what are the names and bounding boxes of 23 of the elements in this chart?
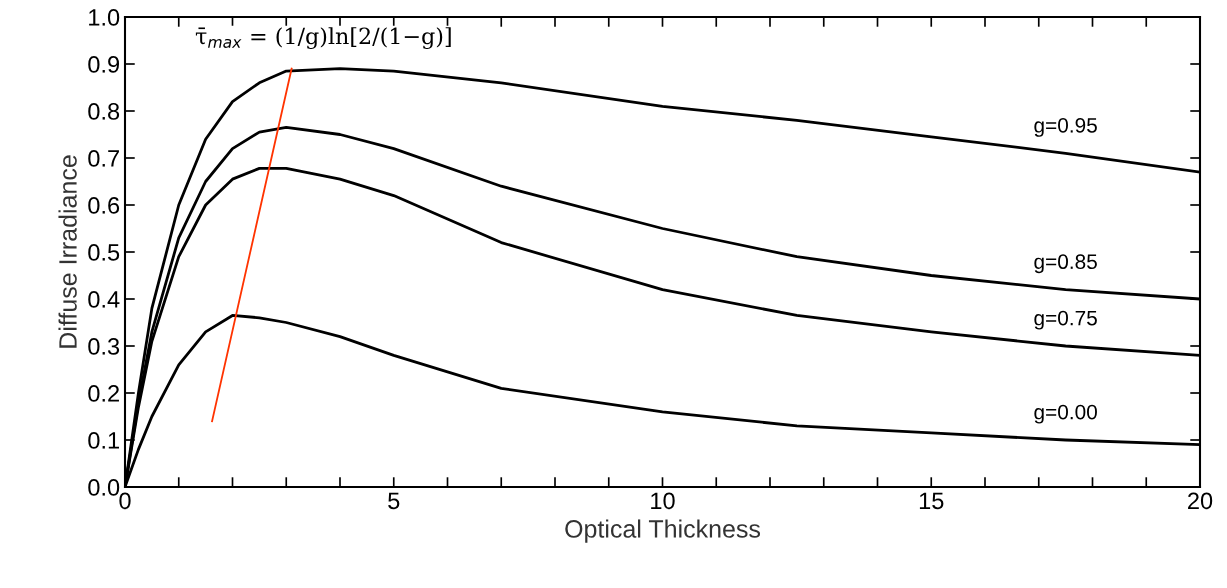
y-tick-label: 1.0 — [89, 9, 120, 26]
series-label: g=0.95 — [1034, 117, 1097, 137]
y-axis-title: Diffuse Irradiance — [58, 155, 77, 348]
x-tick-label: 0 — [119, 492, 131, 510]
y-tick-label: 0.6 — [88, 197, 120, 214]
series-label: g=0.00 — [1034, 404, 1097, 424]
y-tick-label: 0.0 — [88, 479, 120, 496]
series-label: g=0.75 — [1034, 310, 1097, 330]
x-tick-label: 10 — [651, 492, 675, 510]
x-tick-label: 5 — [388, 492, 400, 510]
y-tick-label: 0.5 — [88, 244, 120, 261]
y-tick-label: 0.9 — [88, 56, 120, 73]
y-tick-label: 0.4 — [88, 291, 120, 308]
x-tick-label: 20 — [1188, 492, 1213, 510]
y-tick-label: 0.7 — [88, 150, 119, 167]
series-label: g=0.85 — [1034, 254, 1097, 274]
y-tick-label: 0.1 — [88, 432, 119, 449]
annotation: τ̄$_{max}$ = (1/g)ln[2/(1−g)] — [195, 27, 451, 49]
y-tick-label: 0.2 — [88, 385, 119, 402]
x-axis-title: Optical Thickness — [565, 519, 761, 543]
x-tick-label: 15 — [919, 492, 944, 510]
y-tick-label: 0.8 — [88, 103, 120, 120]
y-tick-label: 0.3 — [88, 338, 120, 355]
